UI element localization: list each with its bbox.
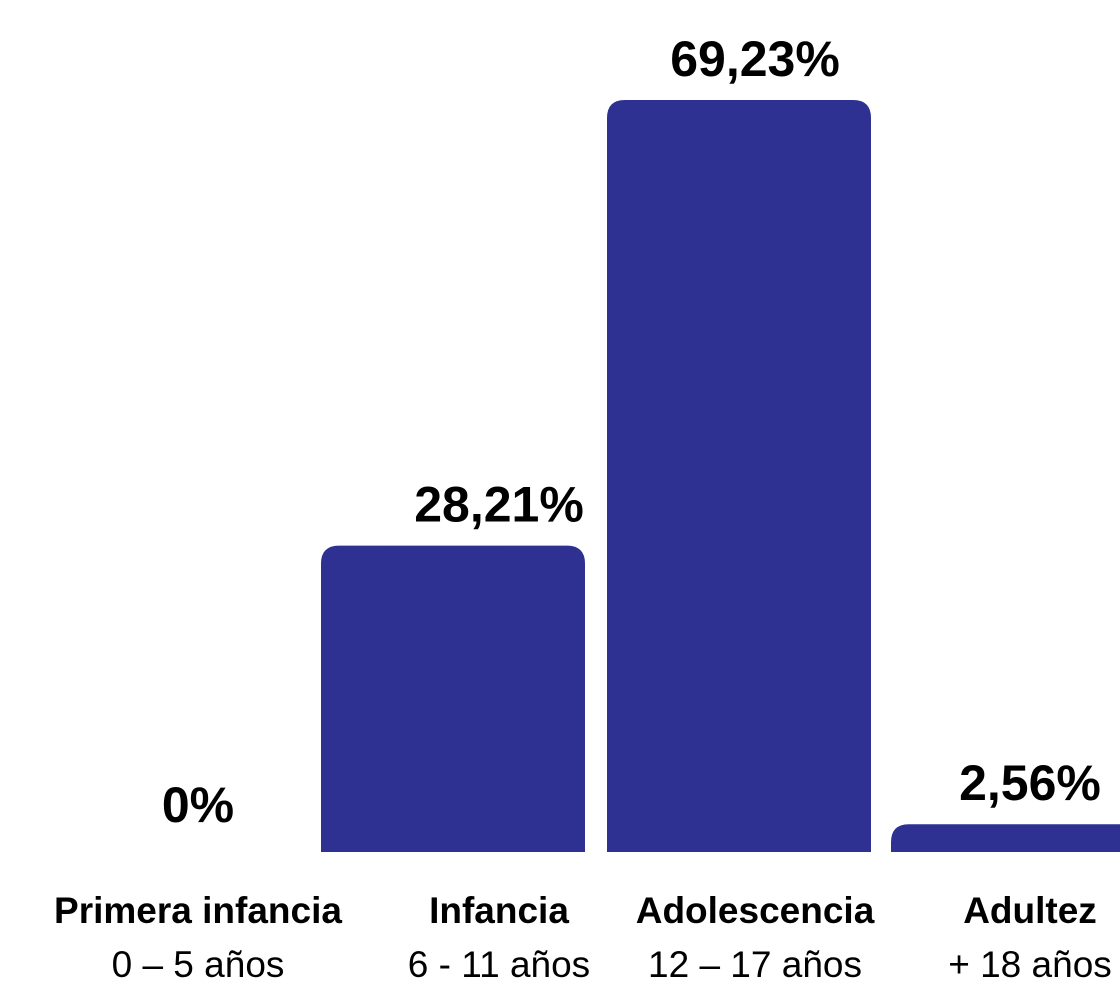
category-sublabel-4: + 18 años [948,944,1112,982]
value-label-3: 69,23% [670,31,840,87]
category-label-3: Adolescencia [636,890,875,931]
category-sublabel-1: 0 – 5 años [112,944,285,982]
category-sublabel-3: 12 – 17 años [648,944,862,982]
value-label-1: 0% [162,777,234,833]
category-labels-layer: Primera infancia 0 – 5 años Infancia 6 - 11… [54,890,1112,982]
value-labels-layer: 0% 28,21% 69,23% 2,56% [162,31,1101,833]
bar-4 [891,824,1120,852]
bar-2 [321,545,585,852]
category-label-4: Adultez [963,890,1097,931]
value-label-4: 2,56% [959,755,1101,811]
category-sublabel-2: 6 - 11 años [408,944,590,982]
category-label-1: Primera infancia [54,890,342,931]
category-label-2: Infancia [429,890,569,931]
value-label-2: 28,21% [414,477,584,533]
bar-3 [607,100,871,852]
bars-layer [321,100,1120,852]
